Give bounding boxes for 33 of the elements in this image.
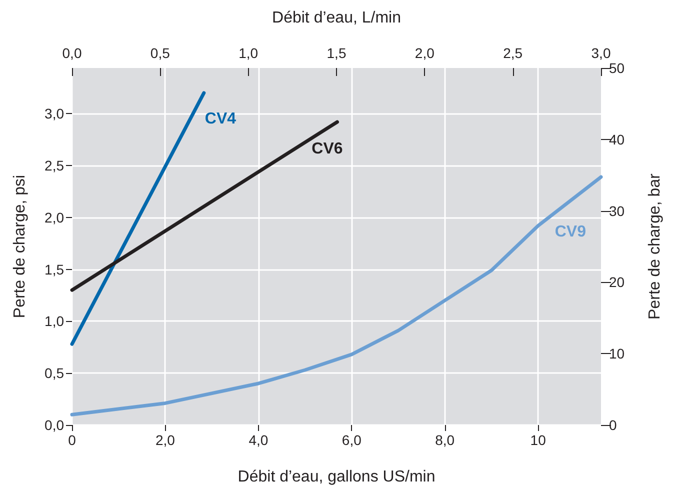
y-tick-label: 0,5 (44, 365, 64, 382)
x-tick-label: 8,0 (435, 432, 455, 448)
y2-axis-title: Perte de charge, bar (646, 172, 664, 320)
y-tick-label: 2,5 (44, 158, 64, 174)
y2-tick-label: 40 (609, 131, 625, 148)
y2-tick-label: 30 (609, 202, 625, 219)
y2-tick-label: 20 (609, 274, 625, 290)
x2-tick-label: 2,5 (503, 45, 523, 61)
x2-tick-label: 1,0 (238, 45, 258, 61)
series-label: CV9 (554, 223, 586, 240)
x-tick-label: 0 (68, 432, 76, 448)
x2-axis-title: Débit d’eau, L/min (272, 10, 401, 26)
y-tick-label: 1,5 (44, 261, 64, 278)
line-series (70, 175, 603, 416)
x2-tick-label: 0,5 (150, 45, 170, 61)
x2-tick-label: 1,5 (326, 45, 346, 61)
x-tick-label: 2,0 (155, 432, 176, 448)
x2-tick-label: 0,0 (62, 45, 82, 61)
x-tick-label: 4,0 (248, 432, 268, 448)
series-label: CV6 (312, 140, 343, 158)
x2-tick-label: 2,0 (414, 45, 435, 61)
y2-tick-label: 10 (609, 346, 625, 362)
y2-tick-label: 50 (609, 60, 625, 76)
series-label: CV4 (204, 110, 236, 128)
y-tick-label: 0,0 (44, 417, 64, 433)
y-tick-label: 2,0 (44, 209, 64, 226)
x-axis-title: Débit d’eau, gallons US/min (238, 468, 436, 486)
y-tick-label: 3,0 (44, 106, 64, 122)
y-axis-title: Perte de charge, psi (12, 174, 28, 318)
x-tick-label: 6,0 (342, 432, 362, 448)
y-tick-label: 1,0 (44, 313, 64, 330)
x2-tick-label: 3,0 (591, 45, 611, 61)
x-tick-label: 10 (530, 432, 546, 448)
